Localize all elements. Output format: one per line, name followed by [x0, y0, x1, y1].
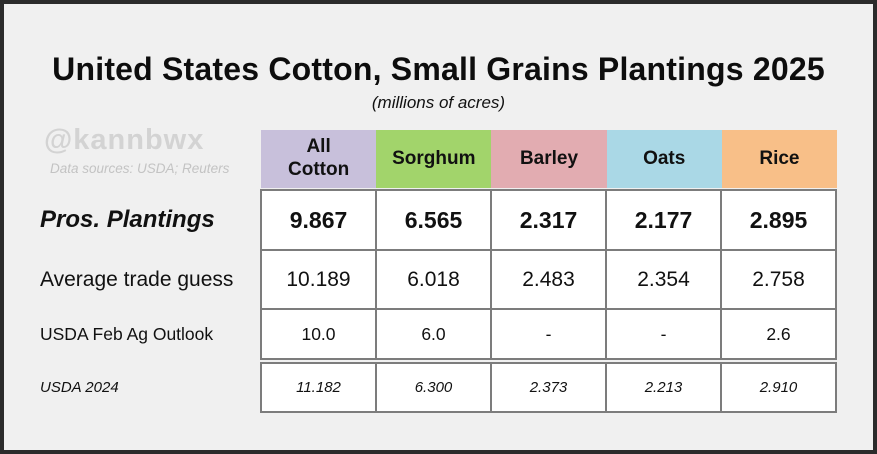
cell-avg-all-cotton: 10.189 — [260, 249, 377, 310]
cell-avg-sorghum: 6.018 — [375, 249, 492, 310]
column-header-oats: Oats — [606, 130, 722, 188]
cell-pros-rice: 2.895 — [720, 189, 837, 251]
row-label-average-trade-guess: Average trade guess — [40, 267, 234, 291]
column-header-all-cotton: All Cotton — [261, 130, 377, 188]
cell-avg-barley: 2.483 — [490, 249, 607, 310]
cell-feb-rice: 2.6 — [720, 308, 837, 360]
cell-2024-sorghum: 6.300 — [375, 362, 492, 413]
subtitle-units: (millions of acres) — [371, 93, 506, 112]
table-row-usda-2024: USDA 2024 11.182 6.300 2.373 2.213 2.910 — [36, 362, 837, 413]
cell-avg-oats: 2.354 — [605, 249, 722, 310]
data-table-usda-2024: USDA 2024 11.182 6.300 2.373 2.213 2.910 — [36, 362, 837, 413]
cell-feb-oats: - — [605, 308, 722, 360]
column-header-barley: Barley — [491, 130, 607, 188]
table-row-pros-plantings: Pros. Plantings 9.867 6.565 2.317 2.177 … — [36, 189, 837, 251]
watermark-data-sources: Data sources: USDA; Reuters — [50, 161, 230, 176]
table-row-usda-feb-ag-outlook: USDA Feb Ag Outlook 10.0 6.0 - - 2.6 — [36, 308, 837, 360]
cell-pros-all-cotton: 9.867 — [260, 189, 377, 251]
row-label-usda-2024: USDA 2024 — [40, 379, 119, 396]
cell-pros-sorghum: 6.565 — [375, 189, 492, 251]
column-header-rice: Rice — [721, 130, 838, 188]
cell-feb-sorghum: 6.0 — [375, 308, 492, 360]
page-title: United States Cotton, Small Grains Plant… — [52, 51, 825, 87]
cell-pros-barley: 2.317 — [490, 189, 607, 251]
cell-feb-barley: - — [490, 308, 607, 360]
row-label-pros-plantings: Pros. Plantings — [40, 206, 215, 233]
column-header-row: All Cotton Sorghum Barley Oats Rice — [261, 130, 838, 188]
cell-2024-barley: 2.373 — [490, 362, 607, 413]
data-table-main: Pros. Plantings 9.867 6.565 2.317 2.177 … — [36, 189, 837, 360]
cell-feb-all-cotton: 10.0 — [260, 308, 377, 360]
cell-2024-oats: 2.213 — [605, 362, 722, 413]
row-label-usda-feb-ag-outlook: USDA Feb Ag Outlook — [40, 323, 214, 344]
cell-2024-rice: 2.910 — [720, 362, 837, 413]
table-row-average-trade-guess: Average trade guess 10.189 6.018 2.483 2… — [36, 249, 837, 310]
cell-pros-oats: 2.177 — [605, 189, 722, 251]
column-header-sorghum: Sorghum — [376, 130, 492, 188]
cell-2024-all-cotton: 11.182 — [260, 362, 377, 413]
cell-avg-rice: 2.758 — [720, 249, 837, 310]
watermark-handle: @kannbwx — [44, 124, 205, 156]
